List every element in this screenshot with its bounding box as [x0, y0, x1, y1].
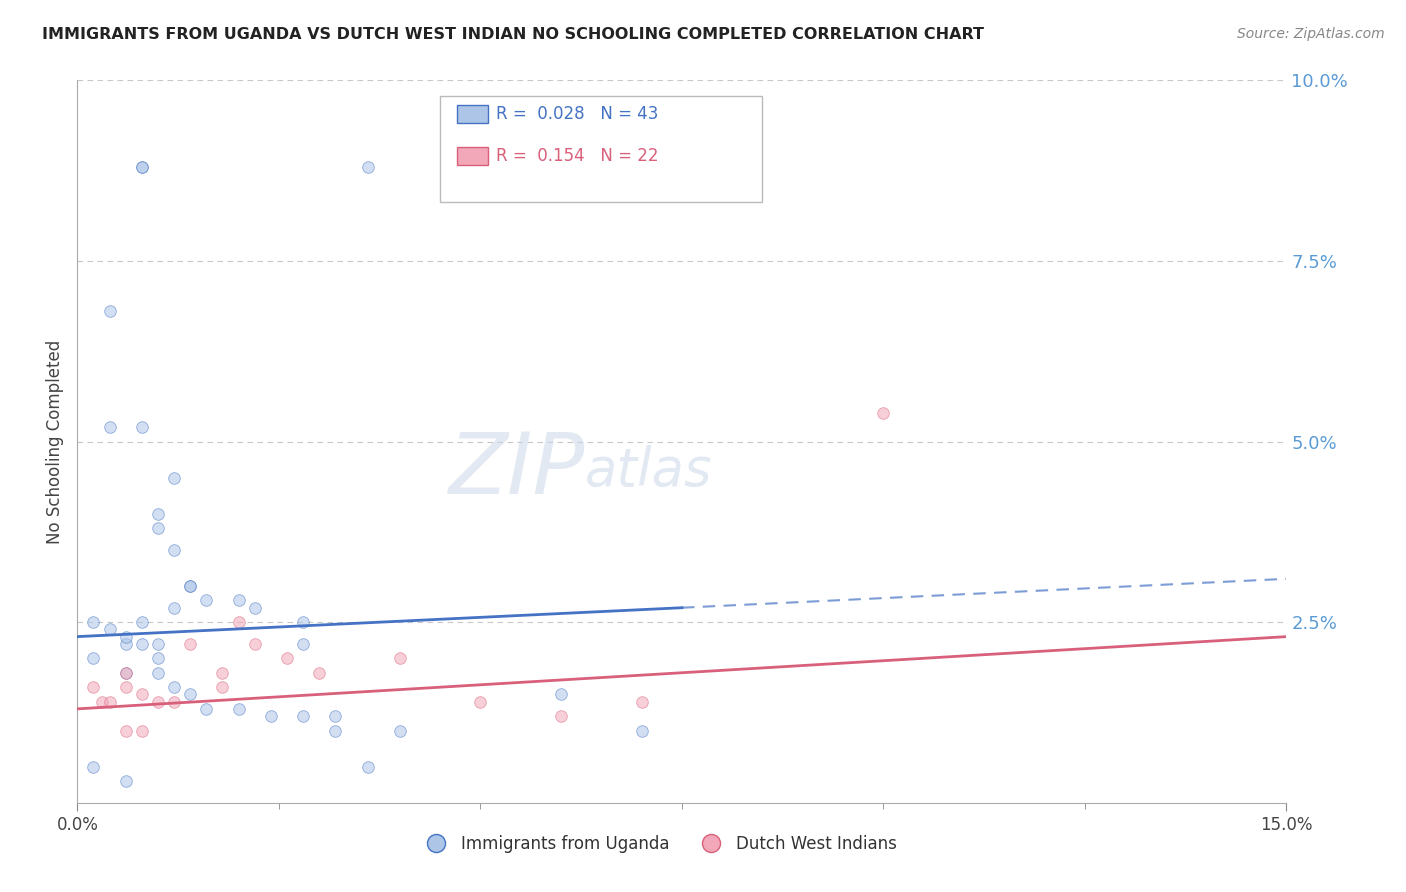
Point: [146, 637, 169, 651]
Point: [98, 420, 121, 434]
Point: [630, 723, 652, 738]
Point: [228, 593, 250, 607]
Point: [131, 420, 153, 434]
Point: [243, 637, 266, 651]
Point: [276, 651, 298, 665]
Point: [114, 630, 136, 644]
Point: [146, 695, 169, 709]
Point: [114, 774, 136, 789]
Text: atlas: atlas: [585, 444, 713, 497]
Point: [98, 695, 121, 709]
Point: [163, 471, 186, 485]
Point: [114, 665, 136, 680]
Point: [356, 760, 378, 774]
Text: Source: ZipAtlas.com: Source: ZipAtlas.com: [1237, 27, 1385, 41]
Point: [292, 637, 315, 651]
Point: [356, 160, 378, 174]
Point: [146, 521, 169, 535]
Point: [211, 680, 233, 694]
Point: [179, 579, 201, 593]
Point: [146, 651, 169, 665]
Point: [308, 665, 330, 680]
Text: R =  0.028   N = 43: R = 0.028 N = 43: [496, 105, 658, 123]
Point: [323, 709, 346, 723]
Point: [114, 637, 136, 651]
Point: [114, 680, 136, 694]
Point: [114, 723, 136, 738]
Point: [131, 160, 153, 174]
Text: IMMIGRANTS FROM UGANDA VS DUTCH WEST INDIAN NO SCHOOLING COMPLETED CORRELATION C: IMMIGRANTS FROM UGANDA VS DUTCH WEST IND…: [42, 27, 984, 42]
Point: [82, 680, 104, 694]
Y-axis label: No Schooling Completed: No Schooling Completed: [46, 340, 65, 543]
Point: [131, 160, 153, 174]
Point: [82, 615, 104, 630]
Point: [292, 709, 315, 723]
Point: [131, 615, 153, 630]
Point: [163, 542, 186, 557]
Point: [388, 723, 411, 738]
Text: R =  0.154   N = 22: R = 0.154 N = 22: [496, 147, 659, 165]
Point: [98, 623, 121, 637]
Point: [260, 709, 283, 723]
Text: ZIP: ZIP: [449, 429, 585, 512]
Point: [163, 600, 186, 615]
Point: [323, 723, 346, 738]
Point: [292, 615, 315, 630]
Point: [179, 637, 201, 651]
Point: [243, 600, 266, 615]
Point: [163, 695, 186, 709]
Point: [146, 507, 169, 521]
Point: [131, 637, 153, 651]
Point: [163, 680, 186, 694]
Point: [228, 702, 250, 716]
Point: [550, 709, 572, 723]
Point: [114, 665, 136, 680]
Point: [550, 687, 572, 701]
Point: [872, 406, 894, 420]
Point: [195, 593, 218, 607]
Point: [82, 760, 104, 774]
Point: [211, 665, 233, 680]
Point: [179, 687, 201, 701]
Point: [195, 702, 218, 716]
Point: [630, 695, 652, 709]
Point: [146, 665, 169, 680]
Point: [90, 695, 112, 709]
Point: [228, 615, 250, 630]
Point: [470, 695, 492, 709]
Point: [179, 579, 201, 593]
Point: [82, 651, 104, 665]
Point: [131, 687, 153, 701]
Point: [98, 304, 121, 318]
Legend: Immigrants from Uganda, Dutch West Indians: Immigrants from Uganda, Dutch West India…: [412, 828, 903, 860]
Point: [388, 651, 411, 665]
Point: [131, 723, 153, 738]
